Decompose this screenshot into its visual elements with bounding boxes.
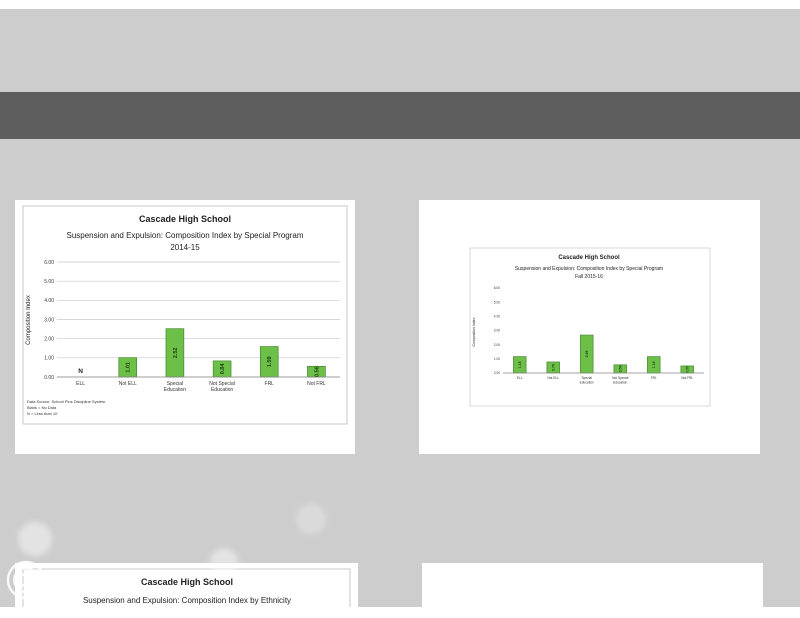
y-tick-label: 2.00 [494, 343, 500, 347]
x-tick-label: Special [167, 381, 183, 387]
y-tick-label: 1.00 [44, 356, 54, 362]
top-strip [0, 0, 800, 9]
x-tick-label: ELL [517, 376, 523, 380]
x-tick-label: FRL [265, 381, 275, 387]
bar-value-label: 0.78 [551, 364, 555, 371]
y-tick-label: 5.00 [44, 279, 54, 285]
bokeh-light [18, 522, 52, 556]
chart-1-subtitle-year: 2014-15 [170, 243, 200, 252]
bottom-strip [0, 607, 800, 618]
x-tick-label: Not ELL [119, 381, 137, 387]
x-tick-label: Not Special [612, 376, 629, 380]
chart-2-subtitle-year: Fall 2015-16 [575, 274, 603, 280]
y-tick-label: 0.00 [44, 375, 54, 381]
bar-value-label: 2.52 [173, 347, 179, 358]
bokeh-light [210, 548, 238, 576]
footnote-3: N = Less than 10 [27, 411, 58, 416]
bar-value-label: 1.16 [652, 361, 656, 368]
footnote-2: Blank = No Data [27, 405, 57, 410]
bar-value-label: 0.50 [685, 366, 689, 373]
footnote-1: Data Source: School Plus Discipline Syst… [27, 399, 106, 404]
prezi-logo [4, 558, 114, 608]
x-tick-label: Not FRL [307, 381, 326, 387]
y-tick-label: 1.00 [494, 357, 500, 361]
y-tick-label: 4.00 [494, 314, 500, 318]
prezi-circle-icon [6, 560, 46, 600]
x-tick-label: Education [164, 387, 186, 393]
chart-2: Cascade High School Suspension and Expul… [469, 247, 711, 407]
bar-value-label: 2.68 [585, 351, 589, 358]
y-tick-label: 4.00 [44, 298, 54, 304]
y-tick-label: 2.00 [44, 336, 54, 342]
chart-1-ylabel: Composition Index [26, 295, 32, 345]
y-tick-label: 3.00 [44, 317, 54, 323]
bar-value-label: 0.58 [618, 365, 622, 372]
y-tick-label: 6.00 [494, 286, 500, 290]
slide-thumbnail-2[interactable]: Cascade High School Suspension and Expul… [419, 200, 760, 454]
slide-thumbnail-1[interactable]: Cascade High School Suspension and Expul… [15, 200, 355, 454]
bar-value-label: 1.16 [518, 361, 522, 368]
chart-2-subtitle: Suspension and Expulsion: Composition In… [515, 266, 663, 272]
chart-3-subtitle: Suspension and Expulsion: Composition In… [83, 596, 291, 605]
x-tick-label: Not ELL [547, 376, 559, 380]
y-tick-label: 5.00 [494, 300, 500, 304]
chart-3: Cascade High School Suspension and Expul… [22, 568, 351, 607]
bar-value-label: 1.01 [126, 362, 132, 373]
bar-value-label: 0.56 [314, 366, 320, 377]
chart-1: Cascade High School Suspension and Expul… [22, 205, 348, 425]
x-tick-label: Not FRL [681, 376, 693, 380]
x-tick-label: Education [580, 380, 594, 384]
chart-3-title: Cascade High School [141, 577, 233, 587]
y-tick-label: 6.00 [44, 260, 54, 266]
bar-value-label: 1.59 [267, 356, 273, 367]
y-tick-label: 3.00 [494, 329, 500, 333]
x-tick-label: Education [211, 387, 233, 393]
bar-value-label: 0.84 [220, 363, 226, 375]
bar-value-label: N [78, 368, 83, 375]
y-tick-label: 0.00 [494, 371, 500, 375]
x-tick-label: Not Special [209, 381, 235, 387]
x-tick-label: ELL [76, 381, 85, 387]
x-tick-label: FRL [651, 376, 657, 380]
chart-2-ylabel: Composition Index [472, 317, 476, 346]
chart-2-title: Cascade High School [558, 255, 620, 261]
x-tick-label: Education [613, 380, 627, 384]
x-tick-label: Special [582, 376, 593, 380]
chart-1-subtitle: Suspension and Expulsion: Composition In… [66, 231, 303, 240]
bokeh-light [296, 504, 326, 534]
header-band [0, 92, 800, 139]
slide-thumbnail-3[interactable]: Cascade High School Suspension and Expul… [15, 563, 358, 607]
prezi-wordmark: Prezi [52, 566, 112, 590]
slide-thumbnail-4[interactable] [422, 563, 763, 607]
chart-1-title: Cascade High School [139, 214, 231, 224]
